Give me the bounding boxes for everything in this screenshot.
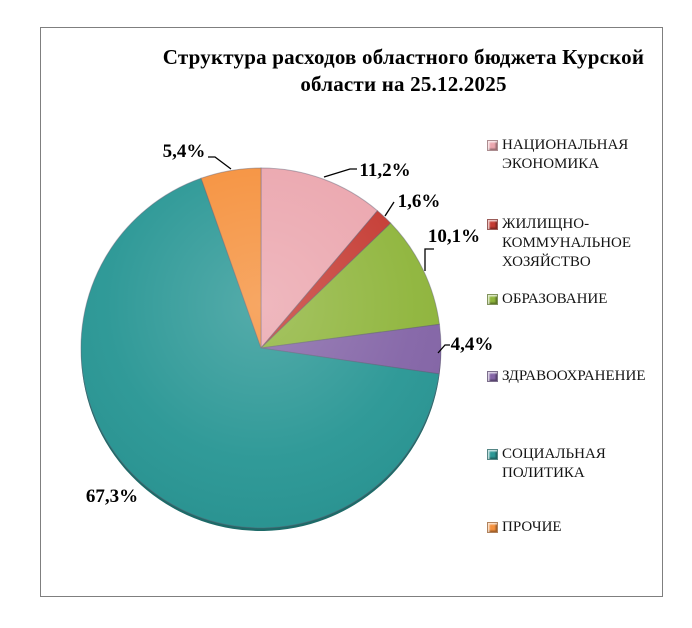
legend-item-education: ОБРАЗОВАНИЕ [487,290,662,309]
legend-label-housing: ЖИЛИЩНО-КОММУНАЛЬНОЕ ХОЗЯЙСТВО [502,216,632,270]
legend-swatch-other [487,522,498,533]
legend-item-healthcare: ЗДРАВООХРАНЕНИЕ [487,367,662,386]
data-label-healthcare: 4,4% [450,334,494,355]
data-label-housing: 1,6% [397,191,441,212]
leader-line-other [208,156,232,170]
leader-lines [208,156,450,354]
legend-item-national-economy: НАЦИОНАЛЬНАЯ ЭКОНОМИКА [487,136,662,174]
legend-swatch-healthcare [487,371,498,382]
legend-item-social-policy: СОЦИАЛЬНАЯ ПОЛИТИКА [487,445,662,483]
chart-frame: Структура расходов областного бюджета Ку… [40,27,663,597]
data-label-other: 5,4% [162,141,206,162]
legend-item-housing: ЖИЛИЩНО-КОММУНАЛЬНОЕ ХОЗЯЙСТВО [487,215,662,271]
legend-swatch-social-policy [487,449,498,460]
leader-line-national-economy [323,168,357,178]
legend-label-education: ОБРАЗОВАНИЕ [502,291,608,307]
legend-swatch-housing [487,219,498,230]
data-label-national-economy: 11,2% [359,160,411,181]
leader-line-housing [384,201,395,217]
pie-chart [80,156,450,531]
data-label-education: 10,1% [427,226,481,247]
pie-bevel-overlay [81,168,441,528]
legend-label-healthcare: ЗДРАВООХРАНЕНИЕ [502,368,646,384]
leader-line-healthcare [437,344,450,354]
legend-label-national-economy: НАЦИОНАЛЬНАЯ ЭКОНОМИКА [502,137,629,172]
legend-item-other: ПРОЧИЕ [487,518,662,537]
legend-swatch-national-economy [487,140,498,151]
leader-line-education [424,248,434,271]
legend-swatch-education [487,294,498,305]
legend-label-social-policy: СОЦИАЛЬНАЯ ПОЛИТИКА [502,446,606,481]
legend-label-other: ПРОЧИЕ [502,519,562,535]
data-label-social-policy: 67,3% [85,486,139,507]
chart-title: Структура расходов областного бюджета Ку… [162,45,645,96]
